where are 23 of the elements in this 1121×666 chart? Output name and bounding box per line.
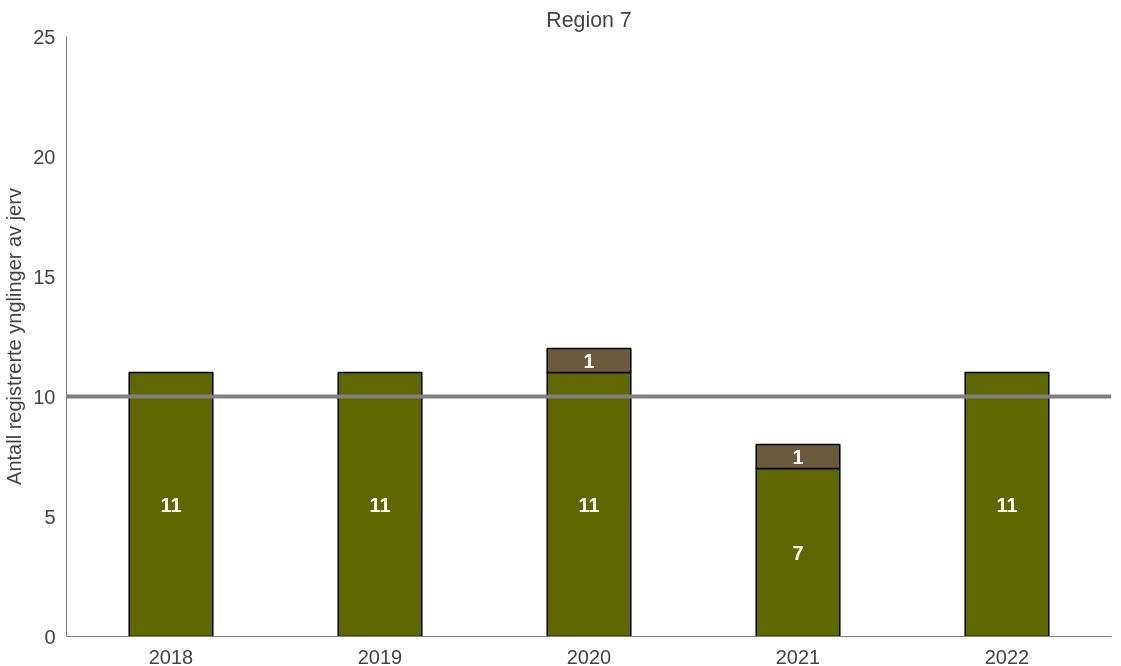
x-tick-label: 2022 (984, 645, 1030, 666)
y-tick-label: 20 (33, 145, 56, 168)
bar (128, 371, 214, 637)
y-tick-label: 10 (33, 385, 56, 408)
data-label: 11 (160, 493, 182, 516)
data-label: 1 (792, 445, 804, 468)
y-tick-label: 15 (33, 265, 56, 288)
y-tick-label: 5 (44, 505, 56, 528)
data-label: 1 (583, 349, 595, 372)
y-axis-title: Antall registrerte ynglinger av jerv (3, 188, 26, 485)
bar (337, 371, 423, 637)
data-label: 11 (369, 493, 391, 516)
x-tick-label: 2020 (566, 645, 612, 666)
x-tick-label: 2021 (775, 645, 821, 666)
x-tick-label: 2019 (357, 645, 403, 666)
x-tick-label: 2018 (148, 645, 194, 666)
data-label: 11 (996, 493, 1018, 516)
bar (964, 371, 1050, 637)
y-tick-label: 0 (44, 625, 56, 648)
data-label: 11 (578, 493, 600, 516)
data-label: 7 (792, 541, 804, 564)
y-tick-label: 25 (33, 25, 56, 48)
chart-title: Region 7 (546, 7, 632, 32)
